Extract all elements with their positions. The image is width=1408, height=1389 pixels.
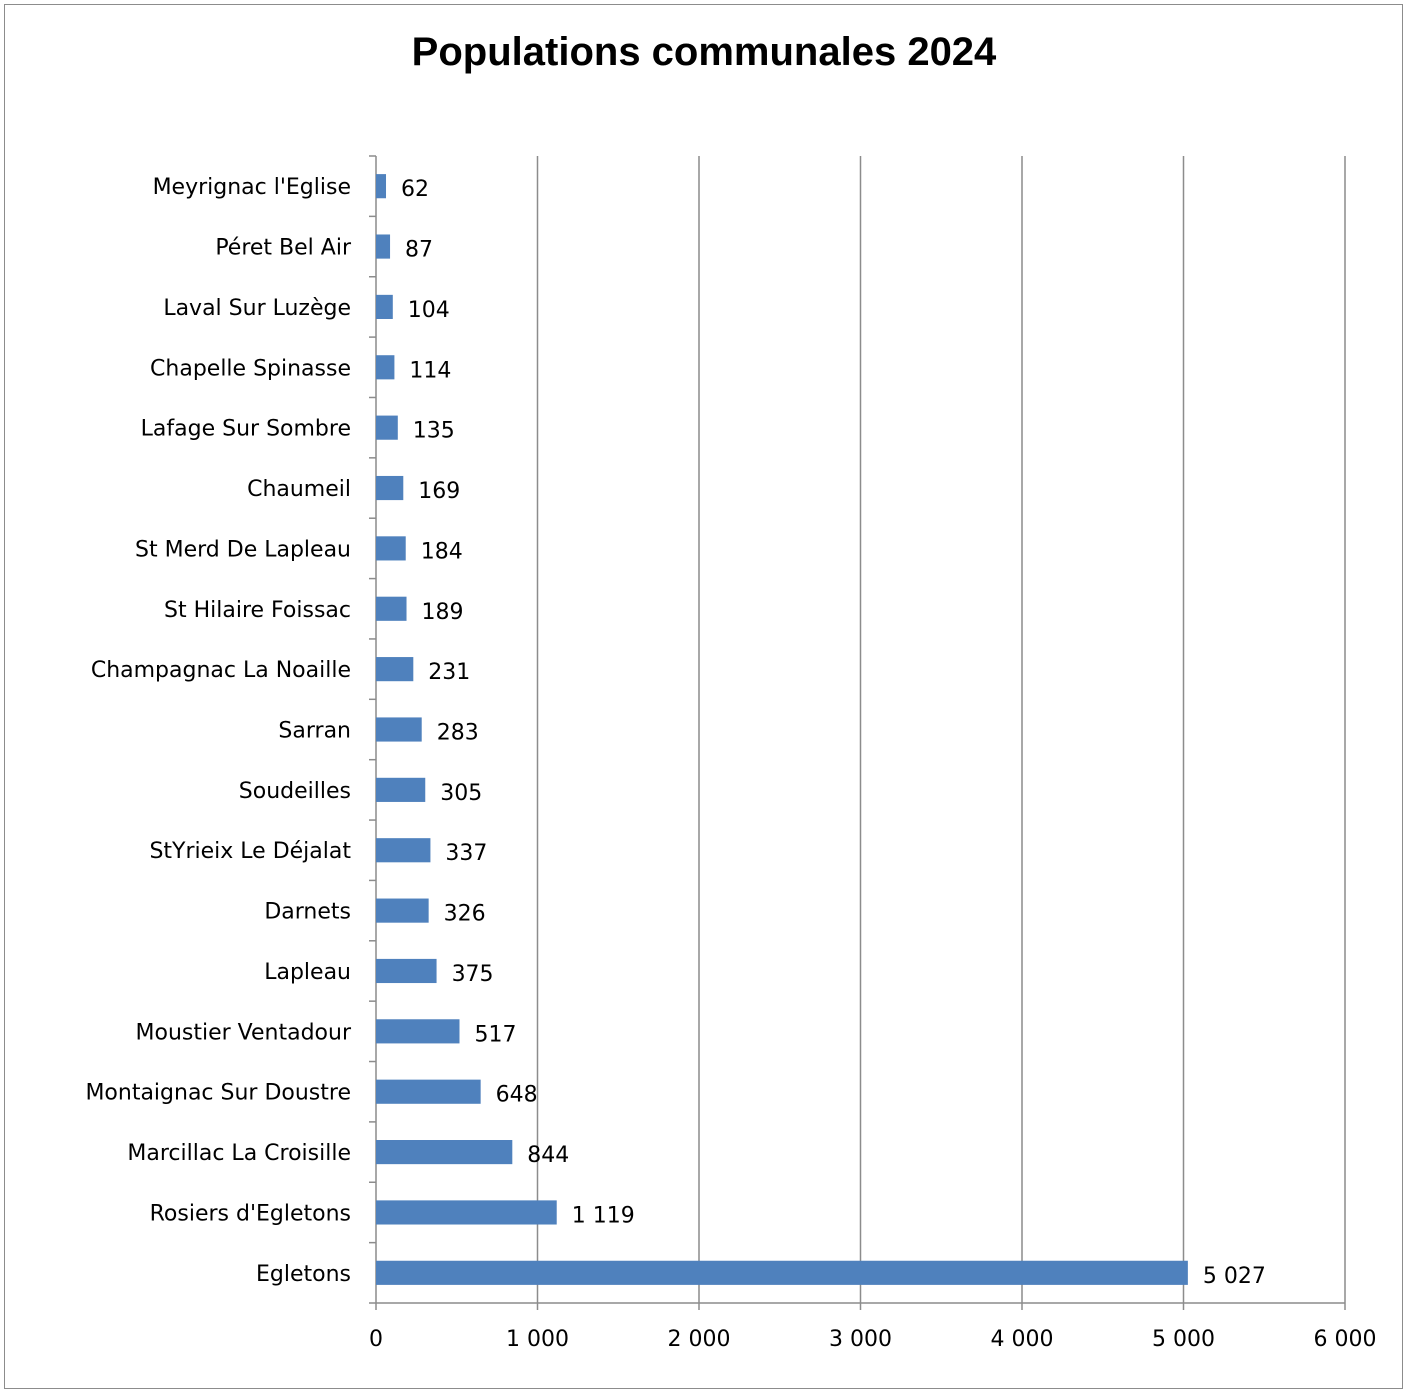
category-label: St Merd De Lapleau [135, 537, 351, 562]
bar [376, 717, 422, 742]
data-label: 184 [421, 539, 463, 564]
category-label: Chapelle Spinasse [150, 356, 351, 381]
data-label: 87 [405, 238, 433, 263]
bar [376, 657, 414, 682]
category-label: Soudeilles [239, 779, 351, 804]
category-label: Meyrignac l'Eglise [153, 175, 351, 200]
data-label: 648 [496, 1083, 538, 1108]
bar [376, 1019, 460, 1044]
data-label: 189 [422, 600, 464, 625]
data-label: 169 [418, 479, 460, 504]
category-label: Chaumeil [247, 477, 351, 502]
data-label: 283 [437, 721, 479, 746]
bar [376, 174, 387, 199]
bars [376, 174, 1188, 1285]
category-label: Péret Bel Air [215, 236, 352, 261]
data-label: 517 [474, 1022, 516, 1047]
data-label: 375 [452, 962, 494, 987]
data-label: 5 027 [1203, 1264, 1266, 1289]
x-tick-label: 1 000 [506, 1327, 569, 1352]
x-tick-label: 0 [369, 1327, 383, 1352]
data-label: 1 119 [572, 1203, 635, 1228]
category-label: Darnets [264, 900, 351, 925]
category-label: Sarran [278, 719, 351, 744]
category-label: Rosiers d'Egletons [150, 1201, 351, 1226]
bar [376, 1079, 481, 1104]
chart-frame [4, 4, 1403, 1389]
bar [376, 294, 393, 319]
x-tick-label: 6 000 [1314, 1327, 1377, 1352]
bar [376, 1140, 513, 1165]
bar [376, 1260, 1188, 1285]
x-tick-label: 4 000 [991, 1327, 1054, 1352]
data-label: 135 [413, 419, 455, 444]
bar [376, 838, 431, 863]
category-label: Egletons [256, 1262, 351, 1287]
bar [376, 958, 437, 984]
category-label: Laval Sur Luzège [163, 296, 351, 321]
labels: 0 1 000 2 000 3 000 4 000 5 000 6 000 Egletons 5… [85, 175, 1376, 1352]
category-label: Marcillac La Croisille [127, 1141, 351, 1166]
category-label: Lapleau [264, 960, 351, 985]
data-label: 326 [444, 902, 486, 927]
bar [376, 475, 404, 501]
bar [376, 1200, 557, 1225]
x-tick-label: 3 000 [829, 1327, 892, 1352]
data-label: 305 [440, 781, 482, 806]
bar [376, 536, 406, 561]
bar [376, 355, 395, 380]
bar [376, 415, 398, 440]
data-label: 104 [408, 298, 450, 323]
data-label: 231 [428, 660, 470, 685]
data-label: 844 [527, 1143, 569, 1168]
chart-title: Populations communales 2024 [411, 30, 997, 74]
gridlines [536, 156, 1346, 1303]
bar [376, 898, 429, 923]
category-label: Moustier Ventadour [136, 1020, 352, 1045]
data-label: 114 [409, 358, 451, 383]
category-label: Lafage Sur Sombre [141, 417, 351, 442]
bar [376, 777, 426, 802]
x-tick-label: 5 000 [1152, 1327, 1215, 1352]
category-label: St Hilaire Foissac [164, 598, 351, 623]
x-tick-label: 2 000 [668, 1327, 731, 1352]
data-label: 62 [401, 177, 429, 202]
bar [376, 596, 407, 621]
category-label: Montaignac Sur Doustre [85, 1081, 351, 1106]
category-label: Champagnac La Noaille [91, 658, 351, 683]
bar [376, 234, 391, 259]
category-label: StYrieix Le Déjalat [149, 839, 351, 864]
axes [369, 155, 1346, 1310]
data-label: 337 [445, 841, 487, 866]
